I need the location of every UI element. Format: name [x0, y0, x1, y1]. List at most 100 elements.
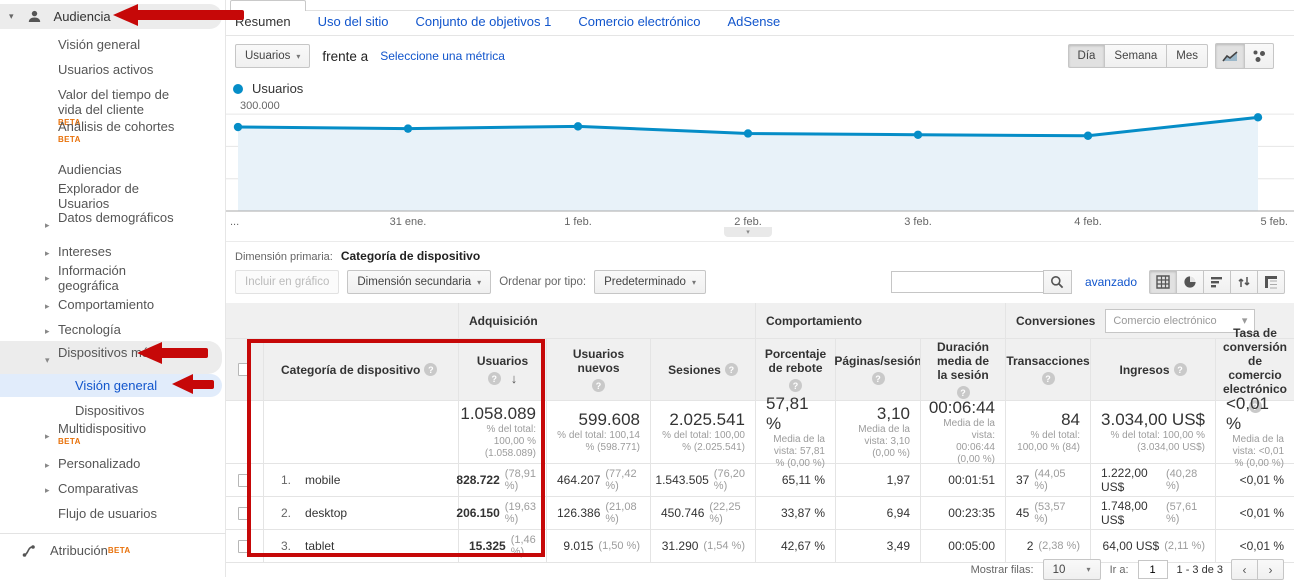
percentage-view-button[interactable]: [1176, 270, 1204, 294]
sidebar-item-atribucion[interactable]: Atribución BETA: [0, 543, 222, 558]
annotations-toggle[interactable]: ▾: [724, 227, 772, 237]
table-row-mobile: 1. mobile 828.722 (78,91 %) 464.207 (77,42…: [226, 464, 1294, 497]
search-button[interactable]: [1042, 270, 1072, 294]
chevron-left-icon: ‹: [1242, 562, 1247, 577]
sidebar-item-flujo-usuarios[interactable]: Flujo de usuarios: [58, 506, 157, 521]
sidebar: ▾ Audiencia Visión general Usuarios acti…: [0, 0, 226, 577]
sidebar-item-comportamiento[interactable]: ▸ Comportamiento: [45, 297, 155, 312]
pagination-range: 1 - 3 de 3: [1176, 563, 1223, 576]
row-checkbox[interactable]: [238, 473, 251, 487]
column-header-revenue[interactable]: Ingresos ?: [1090, 339, 1215, 400]
plot-rows-button[interactable]: Incluir en gráfico: [235, 270, 340, 294]
sidebar-item-comparativas[interactable]: ▸ Comparativas: [45, 481, 139, 496]
tab-adsense[interactable]: AdSense: [727, 14, 781, 29]
sidebar-item-analisis-cohortes[interactable]: Análisis de cohortes BETA: [58, 119, 188, 144]
device-category-table: Adquisición Comportamiento Conversiones …: [226, 303, 1294, 563]
sidebar-item-datos-demograficos[interactable]: ▸ Datos demográficos: [45, 210, 188, 230]
sort-desc-icon[interactable]: ↓: [510, 370, 518, 386]
sidebar-item-vision-general[interactable]: Visión general: [58, 37, 141, 52]
sidebar-item-informacion-geografica[interactable]: ▸ Información geográfica: [45, 263, 126, 293]
next-page-button[interactable]: ›: [1257, 559, 1284, 580]
sidebar-item-explorador-usuarios[interactable]: Explorador de Usuarios: [58, 181, 139, 211]
sidebar-item-dispositivos-moviles[interactable]: ▾ Dispositivos móviles: [45, 345, 188, 365]
help-icon[interactable]: ?: [956, 386, 970, 399]
column-header-avg-duration[interactable]: Duración media de la sesión ?: [920, 339, 1005, 400]
sidebar-section-audience[interactable]: ▾ Audiencia: [0, 4, 222, 29]
tab-resumen[interactable]: Resumen: [235, 14, 291, 29]
group-comportamiento: Comportamiento: [755, 303, 1005, 338]
group-adquisicion: Adquisición: [458, 303, 755, 338]
tab-comercio-electronico[interactable]: Comercio electrónico: [578, 14, 701, 29]
help-icon[interactable]: ?: [789, 379, 802, 392]
select-all-checkbox[interactable]: [238, 363, 251, 376]
search-input[interactable]: [890, 271, 1043, 293]
help-icon[interactable]: ?: [592, 379, 605, 392]
tabbar-divider: [226, 10, 1294, 11]
table-totals-row: 1.058.089 % del total: 100,00 % (1.058.0…: [226, 394, 1294, 469]
report-tabs: Resumen Uso del sitio Conjunto de objeti…: [235, 14, 780, 29]
column-header-sessions[interactable]: Sesiones ?: [650, 339, 755, 400]
granularity-day-button[interactable]: Día: [1067, 44, 1106, 68]
performance-view-button[interactable]: [1203, 270, 1231, 294]
help-icon[interactable]: ?: [1041, 372, 1055, 385]
total-conv-rate: <0,01 % Media de la vista: <0,01 % (0,00…: [1215, 394, 1294, 469]
tab-conjunto-objetivos[interactable]: Conjunto de objetivos 1: [415, 14, 552, 29]
conversions-goal-select[interactable]: Comercio electrónico ▾: [1105, 308, 1256, 333]
sidebar-item-vision-general-dispositivos[interactable]: Visión general: [75, 378, 158, 393]
motion-chart-button[interactable]: [1244, 43, 1274, 69]
advanced-link[interactable]: avanzado: [1084, 275, 1137, 289]
help-icon[interactable]: ?: [1248, 400, 1262, 413]
partial-tab[interactable]: [230, 0, 306, 11]
comparison-view-button[interactable]: [1230, 270, 1258, 294]
column-header-category[interactable]: Categoría de dispositivo ?: [263, 339, 458, 400]
beta-badge: BETA: [58, 437, 81, 446]
column-header-transactions[interactable]: Transacciones ?: [1005, 339, 1090, 400]
secondary-dimension-button[interactable]: Dimensión secundaria ▾: [347, 270, 492, 294]
column-header-new-users[interactable]: Usuarios nuevos ?: [546, 339, 650, 400]
total-pages-session: 3,10 Media de la vista: 3,10 (0,00 %): [835, 401, 920, 463]
sidebar-item-tecnologia[interactable]: ▸ Tecnología: [45, 322, 121, 337]
chevron-right-icon: ▸: [45, 326, 50, 336]
column-header-conv-rate[interactable]: Tasa de conversión de comercio electróni…: [1215, 326, 1294, 413]
pivot-view-button[interactable]: [1257, 270, 1285, 294]
column-header-pages-session[interactable]: Páginas/sesión ?: [834, 339, 922, 400]
column-header-users[interactable]: Usuarios ? ↓: [458, 339, 546, 400]
device-category-value: mobile: [305, 473, 341, 487]
pie-chart-icon: [1184, 275, 1197, 288]
help-icon[interactable]: ?: [724, 363, 738, 376]
granularity-month-button[interactable]: Mes: [1166, 44, 1208, 68]
goto-label: Ir a:: [1109, 563, 1129, 576]
tab-uso-del-sitio[interactable]: Uso del sitio: [317, 14, 389, 29]
show-rows-label: Mostrar filas:: [970, 563, 1034, 576]
select-metric-link[interactable]: Seleccione una métrica: [380, 49, 505, 63]
metric-select-button[interactable]: Usuarios ▾: [235, 44, 311, 68]
line-chart-button[interactable]: [1215, 43, 1245, 69]
help-icon[interactable]: ?: [487, 372, 501, 385]
sidebar-item-personalizado[interactable]: ▸ Personalizado: [45, 456, 141, 471]
sidebar-item-audiencias[interactable]: Audiencias: [58, 162, 122, 177]
help-icon[interactable]: ?: [871, 372, 885, 385]
help-icon[interactable]: ?: [424, 363, 438, 376]
row-checkbox[interactable]: [238, 506, 251, 520]
sidebar-item-multidispositivo[interactable]: ▸ Multidispositivo BETA: [45, 421, 188, 446]
table-group-header-row: Adquisición Comportamiento Conversiones …: [226, 303, 1294, 339]
sidebar-item-dispositivos[interactable]: Dispositivos: [75, 403, 145, 418]
primary-dimension-value[interactable]: Categoría de dispositivo: [340, 249, 481, 263]
chevron-down-icon: ▾: [1241, 315, 1248, 327]
chevron-right-icon: ▸: [45, 301, 50, 311]
chevron-right-icon: ▸: [45, 460, 50, 470]
table-row-tablet: 3. tablet 15.325 (1,46 %) 9.015 (1,50 %) 3…: [226, 530, 1294, 563]
goto-page-input[interactable]: [1137, 560, 1168, 579]
table-search: [890, 270, 1072, 294]
sidebar-item-valor-tiempo-vida[interactable]: Valor del tiempo de vida del cliente BETA: [58, 87, 188, 127]
granularity-week-button[interactable]: Semana: [1104, 44, 1168, 68]
sort-type-button[interactable]: Predeterminado ▾: [594, 270, 706, 294]
beta-badge: BETA: [58, 118, 81, 127]
sidebar-item-intereses[interactable]: ▸ Intereses: [45, 244, 112, 259]
help-icon[interactable]: ?: [1173, 363, 1187, 376]
sidebar-item-usuarios-activos[interactable]: Usuarios activos: [58, 62, 154, 77]
attribution-icon: [22, 544, 35, 557]
row-checkbox[interactable]: [238, 539, 251, 553]
data-view-button[interactable]: [1149, 270, 1177, 294]
column-header-bounce[interactable]: Porcentaje de rebote ?: [755, 339, 835, 400]
